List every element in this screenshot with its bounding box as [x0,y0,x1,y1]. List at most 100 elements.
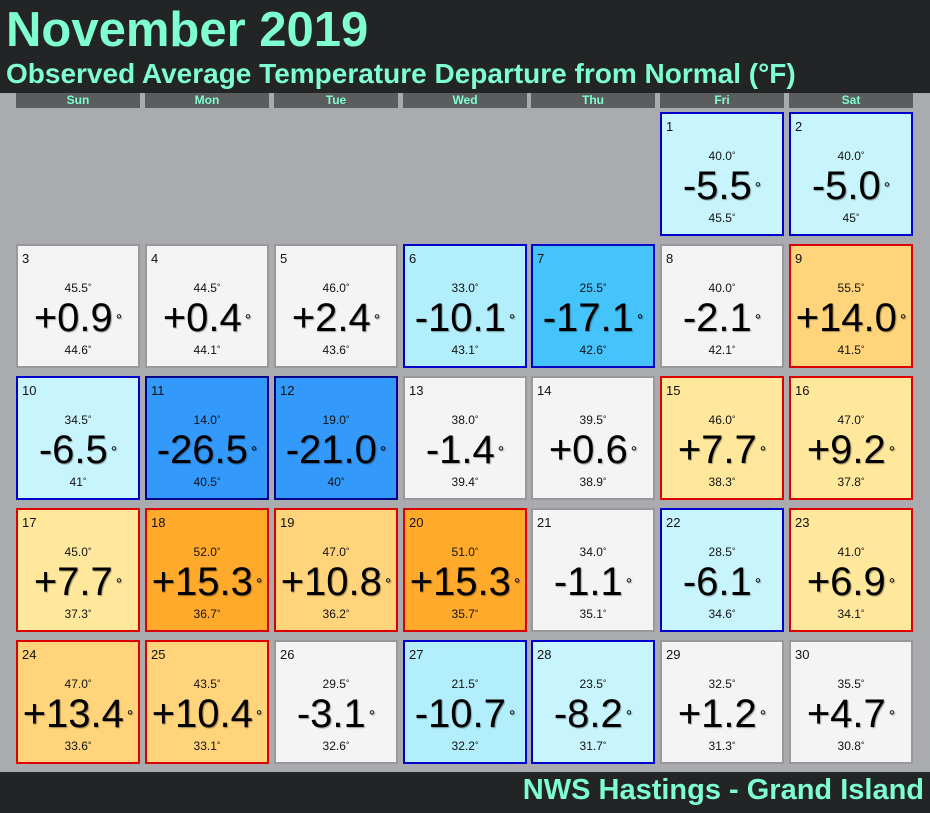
degree-symbol: ° [855,211,860,222]
departure: -5.5 ° [662,164,782,209]
departure: +14.0 ° [791,296,911,341]
departure: +0.9 ° [18,296,138,341]
departure-value: +10.8 [280,560,382,604]
degree-symbol: ° [888,576,896,594]
degree-symbol: ° [474,545,479,556]
day-cell: 17 45.0° +7.7 ° 37.3° [16,508,140,632]
departure-value: -26.5 [156,428,248,472]
degree-symbol: ° [216,281,221,292]
day-number: 29 [666,647,681,662]
day-number: 9 [795,251,803,266]
departure-value: +0.4 [162,296,242,340]
degree-symbol: ° [345,677,350,688]
normal-temp: 36.2° [276,607,396,621]
degree-symbol: ° [250,444,258,462]
degree-symbol: ° [345,607,350,618]
departure: -17.1 ° [533,296,653,341]
degree-symbol: ° [87,677,92,688]
degree-symbol: ° [87,281,92,292]
day-cell: 14 39.5° +0.6 ° 38.9° [531,376,655,500]
departure: +2.4 ° [276,296,396,341]
normal-temp: 41° [18,475,138,489]
observed-temp: 39.5° [533,413,653,427]
day-cell: 20 51.0° +15.3 ° 35.7° [403,508,527,632]
departure: +15.3 ° [147,560,267,605]
observed-temp: 52.0° [147,545,267,559]
departure-value: +13.4 [22,692,124,736]
observed-value: 52.0 [193,545,217,559]
normal-temp: 44.1° [147,343,267,357]
degree-symbol: ° [110,444,118,462]
departure-value: +15.3 [151,560,253,604]
departure: -1.4 ° [405,428,525,473]
observed-temp: 23.5° [533,677,653,691]
weekday-label: Sat [789,93,913,108]
departure: +7.7 ° [662,428,782,473]
subtitle: Observed Average Temperature Departure f… [6,58,796,89]
degree-symbol: ° [754,576,762,594]
departure-value: +4.7 [806,692,886,736]
normal-temp: 35.7° [405,607,525,621]
degree-symbol: ° [602,677,607,688]
degree-symbol: ° [630,444,638,462]
normal-value: 33.6 [64,739,88,753]
observed-temp: 45.5° [18,281,138,295]
day-cell: 29 32.5° +1.2 ° 31.3° [660,640,784,764]
degree-symbol: ° [497,444,505,462]
day-number: 21 [537,515,552,530]
normal-value: 36.2 [322,607,346,621]
observed-temp: 45.0° [18,545,138,559]
degree-symbol: ° [508,312,516,330]
day-number: 2 [795,119,803,134]
day-number: 12 [280,383,295,398]
observed-value: 23.5 [579,677,603,691]
degree-symbol: ° [860,545,865,556]
degree-symbol: ° [373,312,381,330]
day-number: 28 [537,647,552,662]
normal-temp: 36.7° [147,607,267,621]
degree-symbol: ° [345,281,350,292]
degree-symbol: ° [602,475,607,486]
observed-temp: 38.0° [405,413,525,427]
observed-value: 39.5 [579,413,603,427]
departure: +9.2 ° [791,428,911,473]
observed-value: 34.0 [579,545,603,559]
normal-temp: 37.8° [791,475,911,489]
day-number: 6 [409,251,417,266]
day-cell: 9 55.5° +14.0 ° 41.5° [789,244,913,368]
degree-symbol: ° [860,281,865,292]
normal-value: 40 [327,475,341,489]
degree-symbol: ° [602,343,607,354]
observed-value: 29.5 [322,677,346,691]
observed-value: 19.0 [322,413,346,427]
header: November 2019 Observed Average Temperatu… [0,0,930,93]
degree-symbol: ° [216,677,221,688]
degree-symbol: ° [345,413,350,424]
degree-symbol: ° [244,312,252,330]
normal-value: 43.1 [451,343,475,357]
degree-symbol: ° [368,708,376,726]
observed-temp: 34.0° [533,545,653,559]
degree-symbol: ° [115,312,123,330]
weekday-label: Wed [403,93,527,108]
observed-temp: 28.5° [662,545,782,559]
observed-value: 35.5 [837,677,861,691]
day-number: 30 [795,647,810,662]
departure-value: +0.9 [33,296,113,340]
day-cell: 23 41.0° +6.9 ° 34.1° [789,508,913,632]
departure: -21.0 ° [276,428,396,473]
degree-symbol: ° [731,607,736,618]
observed-temp: 44.5° [147,281,267,295]
day-number: 24 [22,647,37,662]
observed-value: 47.0 [837,413,861,427]
observed-temp: 40.0° [662,281,782,295]
observed-value: 14.0 [193,413,217,427]
normal-temp: 41.5° [791,343,911,357]
normal-value: 36.7 [193,607,217,621]
degree-symbol: ° [731,149,736,160]
normal-value: 45.5 [708,211,732,225]
degree-symbol: ° [345,739,350,750]
degree-symbol: ° [115,576,123,594]
day-cell: 30 35.5° +4.7 ° 30.8° [789,640,913,764]
normal-value: 41 [69,475,83,489]
